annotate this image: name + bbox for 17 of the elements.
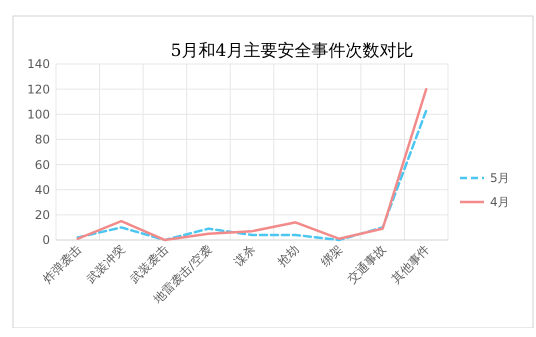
legend-label: 4月 <box>490 195 510 210</box>
y-tick-label: 60 <box>34 158 50 172</box>
x-tick-label: 抢劫 <box>274 242 302 270</box>
x-tick-label: 绑架 <box>318 242 346 270</box>
x-tick-label: 交通事故 <box>344 242 389 286</box>
x-tick-label: 谋杀 <box>231 242 258 270</box>
y-tick-label: 0 <box>42 233 50 248</box>
legend-label: 5月 <box>490 171 510 186</box>
y-tick-label: 140 <box>27 57 50 72</box>
y-tick-label: 100 <box>27 107 50 122</box>
chart-title: 5月和4月主要安全事件次数对比 <box>170 41 414 61</box>
x-tick-label: 武装冲突 <box>84 242 128 286</box>
y-tick-label: 80 <box>34 132 50 147</box>
y-tick-label: 40 <box>34 182 50 197</box>
y-tick-label: 20 <box>34 208 50 222</box>
y-tick-label: 120 <box>27 82 50 96</box>
x-tick-label: 其他事件 <box>388 242 432 286</box>
